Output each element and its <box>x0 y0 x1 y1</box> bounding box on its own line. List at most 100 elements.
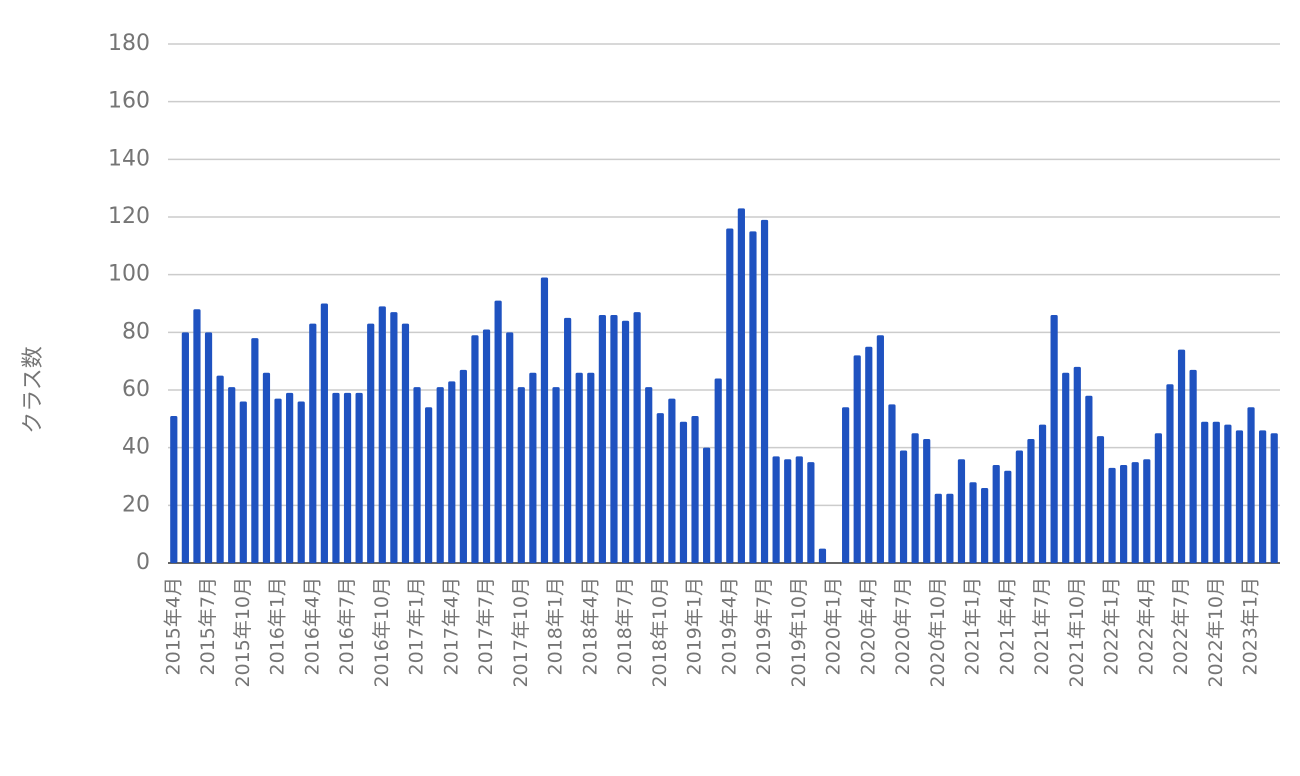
bar <box>251 338 259 563</box>
x-tick-label: 2018年4月 <box>579 577 601 675</box>
bar <box>1096 436 1105 563</box>
bar <box>587 372 595 563</box>
bar <box>1050 315 1058 563</box>
bar <box>575 372 583 563</box>
x-tick-label: 2017年1月 <box>406 577 428 675</box>
bar <box>1143 459 1151 563</box>
bar <box>286 392 294 563</box>
y-tick-label: 140 <box>108 146 150 171</box>
bar <box>1224 424 1232 563</box>
bar <box>1085 395 1093 563</box>
bar <box>1108 467 1116 563</box>
x-tick-label: 2022年4月 <box>1135 577 1157 675</box>
bar <box>1015 450 1023 563</box>
bar <box>494 300 502 563</box>
bar <box>216 375 224 563</box>
bar <box>888 404 896 563</box>
bar <box>957 459 966 563</box>
bar <box>181 332 189 563</box>
bar <box>865 346 873 563</box>
bar <box>923 439 931 563</box>
bar <box>309 323 317 563</box>
bar <box>506 332 514 563</box>
bar <box>193 309 201 563</box>
bar <box>517 387 525 563</box>
y-tick-label: 160 <box>108 89 150 114</box>
bar <box>540 277 549 563</box>
x-tick-label: 2021年7月 <box>1031 577 1053 675</box>
bar <box>355 392 363 563</box>
bar <box>170 415 178 563</box>
x-tick-label: 2020年1月 <box>823 577 845 675</box>
bar <box>564 317 572 563</box>
bar <box>471 335 479 563</box>
bar <box>610 315 618 563</box>
y-tick-label: 180 <box>108 31 150 56</box>
bar <box>274 398 282 563</box>
x-tick-label: 2022年7月 <box>1170 577 1192 675</box>
bar <box>378 306 386 563</box>
y-tick-label: 120 <box>108 204 150 229</box>
y-tick-label: 20 <box>122 492 150 517</box>
bar <box>795 456 803 563</box>
bar <box>981 488 989 563</box>
bar <box>1235 430 1244 563</box>
bar <box>552 387 560 563</box>
bar <box>436 387 444 563</box>
bar <box>807 462 815 563</box>
bar <box>737 208 745 563</box>
bar <box>760 219 769 563</box>
bar <box>1177 349 1186 563</box>
bar <box>853 355 861 563</box>
bar <box>1247 407 1255 563</box>
bar <box>367 323 375 563</box>
x-tick-label: 2021年1月 <box>962 577 984 675</box>
bar <box>645 387 653 563</box>
bar <box>726 228 734 564</box>
x-tick-label: 2016年10月 <box>371 577 393 688</box>
bar <box>703 447 711 563</box>
bar <box>1073 366 1081 563</box>
bar <box>842 407 850 563</box>
x-tick-label: 2015年10月 <box>232 577 254 688</box>
bar <box>911 433 919 563</box>
y-tick-label: 80 <box>122 319 150 344</box>
x-tick-label: 2017年10月 <box>510 577 532 688</box>
y-tick-label: 100 <box>108 262 150 287</box>
x-tick-label: 2016年4月 <box>301 577 323 675</box>
bar <box>228 387 236 563</box>
x-tick-label: 2020年10月 <box>927 577 949 688</box>
x-tick-label: 2019年1月 <box>684 577 706 675</box>
bar <box>749 231 757 563</box>
bar <box>482 329 491 563</box>
bar <box>459 369 467 563</box>
bar <box>413 387 421 563</box>
bar <box>946 493 954 563</box>
x-tick-label: 2015年7月 <box>197 577 219 675</box>
bar <box>1166 384 1174 563</box>
bar <box>343 392 352 563</box>
x-tick-label: 2018年7月 <box>614 577 636 675</box>
bar <box>784 459 792 563</box>
y-tick-label: 0 <box>136 550 150 575</box>
bar <box>714 378 722 563</box>
bar <box>401 323 410 563</box>
bar <box>320 303 328 563</box>
bar <box>1004 470 1012 563</box>
bar <box>1201 421 1209 563</box>
x-tick-label: 2018年10月 <box>649 577 671 688</box>
bar <box>1038 424 1047 563</box>
bar <box>633 312 641 563</box>
bar <box>204 332 213 563</box>
x-tick-label: 2020年7月 <box>892 577 914 675</box>
bar <box>934 493 942 563</box>
x-tick-label: 2016年1月 <box>267 577 289 675</box>
x-tick-label: 2019年4月 <box>718 577 740 675</box>
bar <box>679 421 688 563</box>
bar <box>598 315 606 563</box>
x-tick-label: 2018年1月 <box>545 577 567 675</box>
bar <box>1131 462 1139 563</box>
bar <box>691 415 699 563</box>
x-tick-label: 2015年4月 <box>162 577 184 675</box>
bar <box>262 372 271 563</box>
